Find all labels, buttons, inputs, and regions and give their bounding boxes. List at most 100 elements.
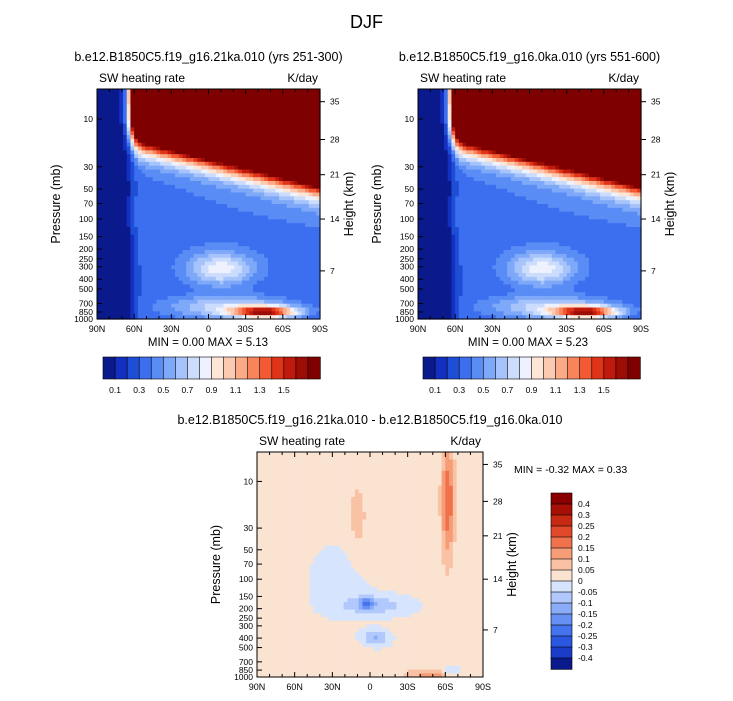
heatmap-cell [429, 100, 434, 105]
heatmap-cell [488, 135, 493, 140]
heatmap-cell [204, 238, 210, 243]
heatmap-cell [189, 200, 195, 205]
heatmap-cell [473, 280, 479, 286]
heatmap-cell [119, 292, 124, 297]
heatmap-cell [293, 146, 299, 151]
heatmap-cell [488, 181, 493, 186]
heatmap-cell [492, 104, 497, 109]
heatmap-cell [245, 181, 250, 186]
heatmap-cell [275, 296, 280, 301]
heatmap-cell [264, 269, 269, 274]
heatmap-cell [447, 242, 453, 247]
heatmap-cell [227, 265, 232, 270]
heatmap-cell [297, 288, 303, 293]
heatmap-cell [100, 211, 106, 217]
heatmap-cell [215, 184, 221, 190]
heatmap-cell [97, 138, 102, 144]
heatmap-cell [267, 112, 273, 117]
heatmap-cell [241, 223, 247, 228]
heatmap-cell [97, 161, 102, 167]
heatmap-cell [455, 284, 460, 289]
heatmap-cell [223, 135, 228, 140]
heatmap-cell [208, 146, 213, 151]
heatmap-cell [108, 119, 113, 125]
heatmap-cell [271, 250, 276, 255]
heatmap-cell [473, 131, 479, 136]
heatmap-cell [204, 115, 210, 121]
heatmap-cell [432, 257, 438, 263]
heatmap-cell [123, 138, 128, 144]
heatmap-cell [241, 146, 247, 151]
heatmap-cell [208, 219, 213, 224]
heatmap-cell [197, 92, 202, 98]
heatmap-cell [238, 92, 243, 98]
heatmap-cell [458, 215, 464, 220]
heatmap-cell [492, 158, 497, 163]
heatmap-cell [126, 112, 132, 117]
heatmap-cell [149, 131, 154, 136]
heatmap-cell [230, 138, 236, 144]
heatmap-cell [149, 115, 154, 121]
heatmap-cell [481, 200, 486, 205]
heatmap-cell [458, 273, 464, 278]
heatmap-cell [230, 207, 236, 213]
heatmap-cell [201, 230, 206, 236]
heatmap-cell [496, 108, 501, 113]
heatmap-cell [432, 273, 438, 278]
heatmap-cell [260, 184, 265, 190]
heatmap-cell [149, 284, 154, 289]
heatmap-cell [429, 246, 434, 251]
heatmap-cell [227, 188, 232, 194]
heatmap-cell [104, 299, 109, 305]
heatmap-cell [167, 242, 172, 247]
heatmap-cell [134, 96, 139, 102]
heatmap-cell [305, 204, 310, 209]
heatmap-cell [212, 150, 217, 155]
heatmap-cell [115, 135, 120, 140]
heatmap-cell [182, 184, 187, 190]
heatmap-cell [186, 104, 191, 109]
heatmap-cell [104, 223, 109, 228]
heatmap-cell [462, 177, 467, 182]
heatmap-cell [134, 127, 139, 132]
heatmap-cell [167, 227, 172, 232]
heatmap-cell [204, 211, 210, 217]
heatmap-cell [197, 242, 202, 247]
heatmap-cell [97, 211, 102, 217]
heatmap-cell [134, 169, 139, 174]
heatmap-cell [492, 284, 497, 289]
heatmap-cell [492, 142, 497, 148]
heatmap-cell [429, 204, 434, 209]
heatmap-cell [201, 207, 206, 213]
heatmap-cell [141, 104, 146, 109]
heatmap-cell [167, 131, 172, 136]
heatmap-cell [189, 288, 195, 293]
heatmap-cell [429, 184, 434, 190]
heatmap-cell [119, 150, 124, 155]
heatmap-cell [130, 127, 135, 132]
heatmap-cell [481, 161, 486, 167]
heatmap-cell [193, 227, 198, 232]
heatmap-cell [201, 200, 206, 205]
heatmap-cell [436, 154, 441, 159]
heatmap-cell [171, 135, 176, 140]
heatmap-cell [271, 257, 276, 263]
heatmap-cell [119, 246, 124, 251]
heatmap-cell [104, 181, 109, 186]
heatmap-cell [160, 261, 165, 266]
heatmap-cell [249, 311, 254, 316]
heatmap-cell [141, 215, 146, 220]
heatmap-cell [208, 276, 213, 282]
heatmap-cell [115, 234, 120, 240]
heatmap-cell [130, 177, 135, 182]
heatmap-cell [305, 104, 310, 109]
heatmap-cell [492, 238, 497, 243]
heatmap-cell [462, 284, 467, 289]
heatmap-cell [175, 303, 180, 309]
heatmap-cell [458, 158, 464, 163]
heatmap-cell [212, 89, 217, 94]
heatmap-cell [429, 215, 434, 220]
heatmap-cell [156, 142, 161, 148]
heatmap-cell [234, 227, 239, 232]
heatmap-cell [282, 296, 288, 301]
